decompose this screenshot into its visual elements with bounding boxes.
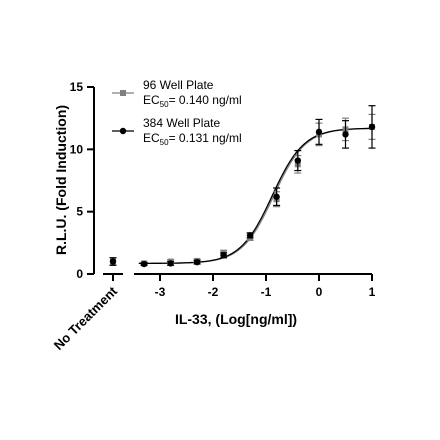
- x-tick-label-1: 1: [369, 285, 376, 299]
- fit-curve-0: [138, 127, 373, 265]
- data-point-series-1-3: [220, 252, 227, 259]
- legend-ec50-384-well: EC50= 0.131 ng/ml: [143, 131, 242, 147]
- control-label: No Treatment: [51, 283, 121, 353]
- data-point-series-1-4: [246, 232, 254, 239]
- x-tick-label--2: -2: [208, 285, 219, 299]
- legend-marker-96-well: [120, 90, 126, 96]
- data-point-series-1-2: [193, 258, 201, 266]
- x-ticks: -3 -2 -1 0 1: [155, 274, 376, 299]
- y-axis-title: R.L.U. (Fold Induction): [53, 105, 69, 255]
- y-tick-label-10: 10: [70, 142, 84, 156]
- legend: 96 Well Plate EC50= 0.140 ng/ml 384 Well…: [112, 78, 242, 147]
- y-tick-label-5: 5: [76, 205, 83, 219]
- fit-curve-1: [138, 127, 373, 265]
- data-point-series-1-0: [140, 260, 148, 268]
- x-tick-label-0: 0: [316, 285, 323, 299]
- legend-item-96-well: 96 Well Plate EC50= 0.140 ng/ml: [112, 78, 242, 109]
- data-point-series-1-1: [167, 260, 174, 267]
- data-point-series-1-5: [273, 193, 280, 200]
- fit-curves: [138, 127, 373, 265]
- x-tick-label--3: -3: [155, 285, 166, 299]
- y-tick-label-15: 15: [70, 80, 84, 94]
- data-point-series-1-7: [315, 128, 323, 136]
- data-point-series-1-6: [294, 157, 301, 164]
- control-point-series-1: [109, 258, 117, 265]
- legend-ec50-96-well: EC50= 0.140 ng/ml: [143, 93, 242, 109]
- legend-label-384-well: 384 Well Plate: [143, 116, 220, 130]
- data-point-series-1-9: [368, 123, 376, 131]
- legend-marker-384-well: [119, 127, 127, 135]
- data-marks: [109, 105, 376, 268]
- legend-label-96-well: 96 Well Plate: [143, 78, 214, 92]
- x-axis-title: IL-33, (Log[ng/ml]): [175, 311, 297, 327]
- legend-item-384-well: 384 Well Plate EC50= 0.131 ng/ml: [112, 116, 242, 147]
- y-tick-label-0: 0: [76, 267, 83, 281]
- y-ticks: 0 5 10 15: [70, 80, 94, 281]
- x-tick-label--1: -1: [261, 285, 272, 299]
- data-point-series-1-8: [342, 131, 349, 138]
